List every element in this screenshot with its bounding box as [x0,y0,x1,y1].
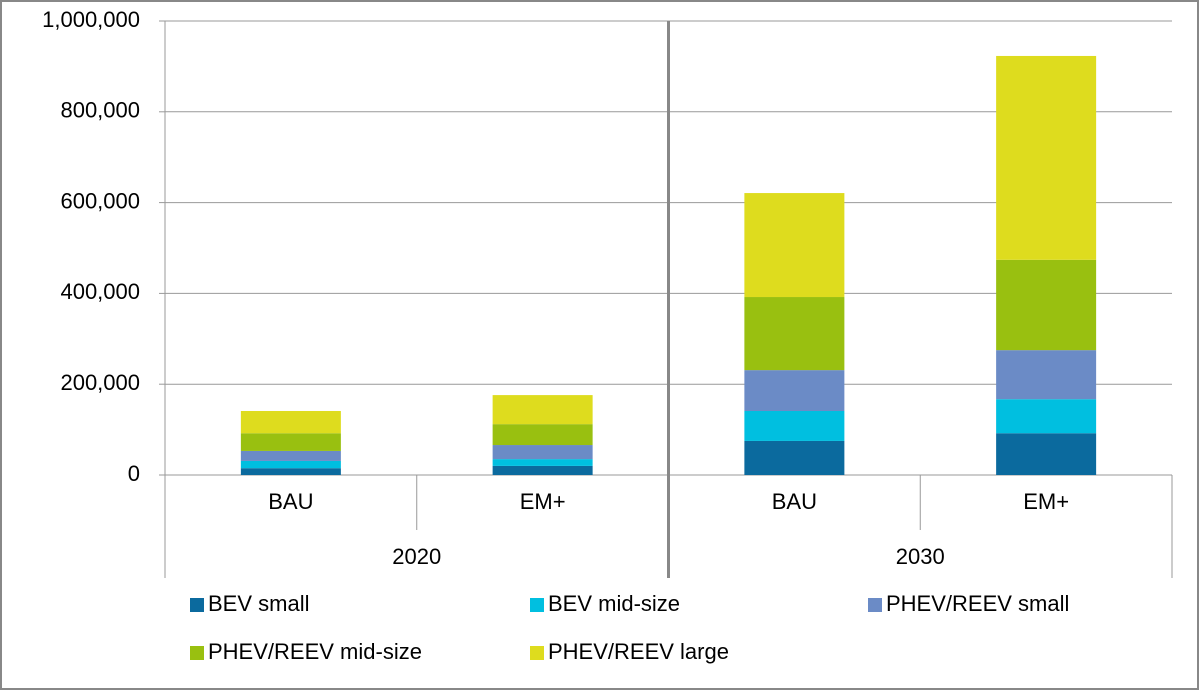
bar-segment [240,460,341,469]
bar-segment [240,433,341,451]
bar-segment [996,259,1097,351]
group-label: 2020 [392,544,441,569]
bar-segment [492,459,593,466]
legend-label: PHEV/REEV mid-size [208,639,422,664]
legend-label: PHEV/REEV large [548,639,729,664]
bar-segment [744,440,845,475]
y-tick-label: 400,000 [60,279,140,304]
bar-segment [996,350,1097,400]
bar-segment [240,468,341,475]
bar-segment [492,465,593,475]
bar-segment [996,55,1097,260]
bar-segment [744,370,845,411]
bar-segment [996,399,1097,434]
legend-swatch [190,598,204,612]
bar-segment [492,445,593,460]
y-tick-label: 200,000 [60,370,140,395]
bar-segment [744,193,845,298]
legend-label: BEV small [208,591,309,616]
bar-segment [240,450,341,461]
bar-segment [492,395,593,425]
legend-swatch [530,598,544,612]
bar-segment [996,433,1097,475]
legend-swatch [868,598,882,612]
bar-segment [240,410,341,434]
bar-segment [744,297,845,371]
legend-label: PHEV/REEV small [886,591,1069,616]
y-tick-label: 800,000 [60,98,140,123]
y-tick-label: 1,000,000 [42,7,140,32]
y-tick-label: 0 [128,461,140,486]
legend-swatch [530,646,544,660]
bar-segment [492,424,593,446]
legend-label: BEV mid-size [548,591,680,616]
group-label: 2030 [896,544,945,569]
bar-segment [744,410,845,441]
y-tick-label: 600,000 [60,188,140,213]
legend-swatch [190,646,204,660]
x-tick-label: EM+ [1023,489,1069,514]
x-tick-label: EM+ [520,489,566,514]
x-tick-label: BAU [268,489,313,514]
x-tick-label: BAU [772,489,817,514]
